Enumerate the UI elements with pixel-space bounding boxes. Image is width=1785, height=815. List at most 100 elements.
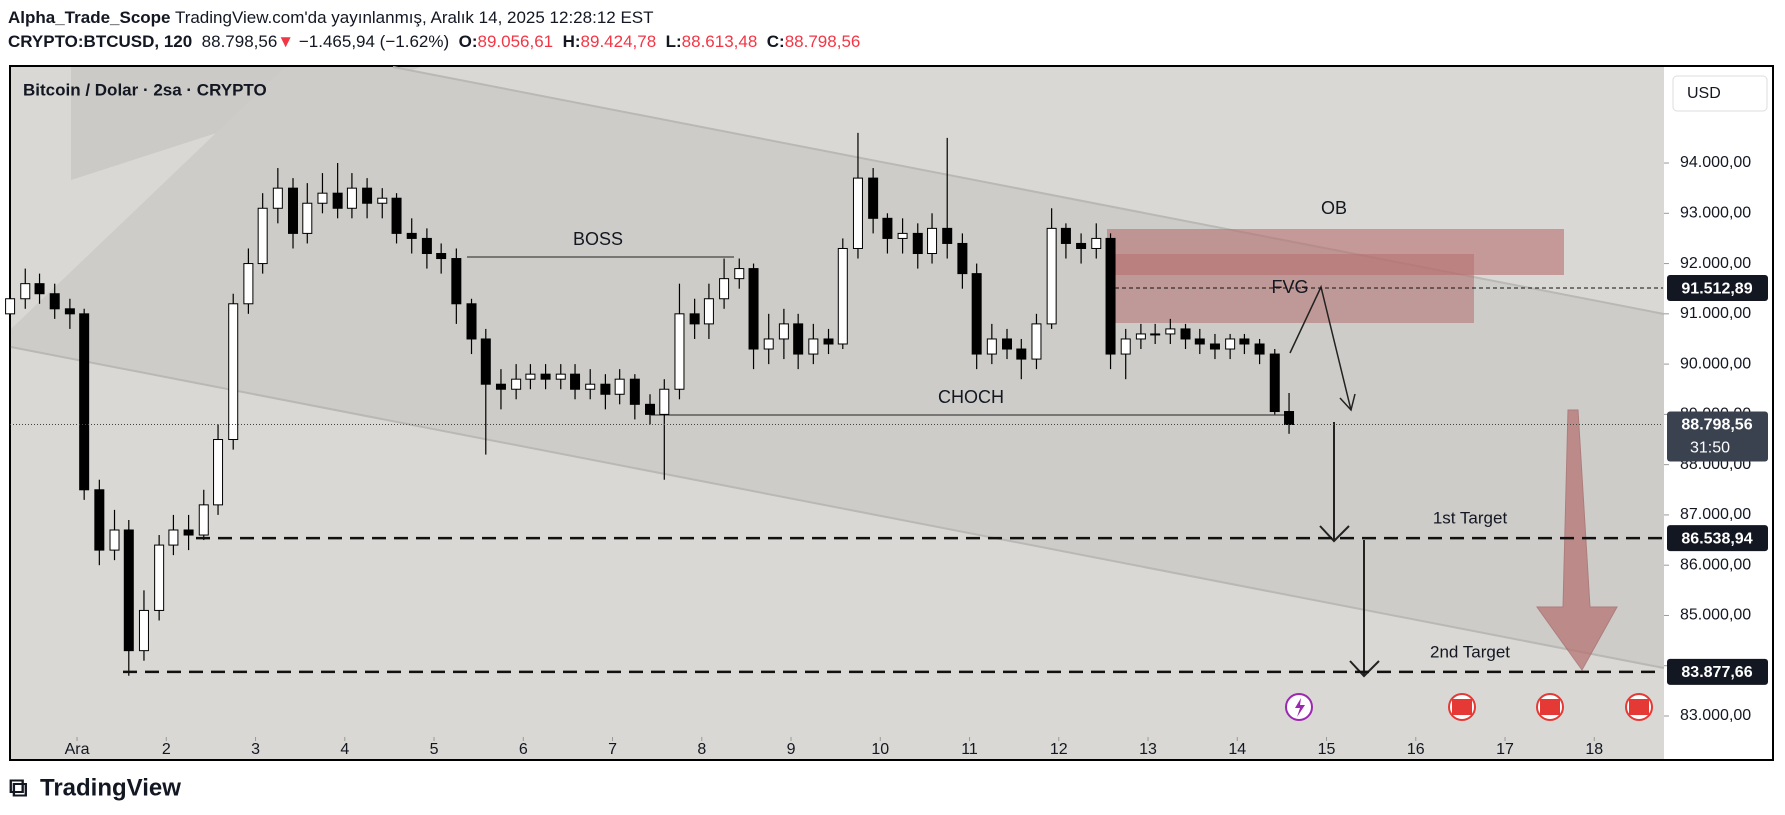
candle-body <box>466 303 477 340</box>
candle-body <box>391 197 402 234</box>
candle-body <box>1016 348 1027 360</box>
candle-body <box>555 373 566 380</box>
price-badge <box>1667 525 1768 552</box>
candle-body <box>674 313 685 390</box>
last-price-label: 88.798,56 <box>1681 417 1752 434</box>
countdown: 31:50 <box>1690 440 1730 457</box>
candle-body <box>213 439 224 506</box>
arrow-head <box>1319 525 1350 543</box>
price-badge <box>1667 658 1768 685</box>
ob-label: OB <box>1321 198 1347 218</box>
last-price-badge <box>1667 411 1768 462</box>
choch-label: CHOCH <box>938 387 1004 407</box>
event-icon-bolt <box>1295 698 1305 717</box>
candle-body <box>1150 333 1161 336</box>
candle-body <box>793 323 804 355</box>
x-tick-label: 3 <box>251 741 260 758</box>
ohlc-key: C: <box>766 32 785 51</box>
candle-body <box>243 263 254 305</box>
candle-body <box>525 373 536 380</box>
candle-body <box>703 298 714 325</box>
candle-body <box>659 388 670 415</box>
candle-body <box>823 338 834 345</box>
ohlc-value: 88.613,48 <box>681 32 758 51</box>
x-tick-label: 11 <box>961 741 978 758</box>
candle-body <box>377 197 388 204</box>
x-tick-label: 16 <box>1407 741 1425 758</box>
x-tick-label: 7 <box>608 741 617 758</box>
candle-body <box>480 338 491 385</box>
y-tick-label: 91.000,00 <box>1680 305 1751 322</box>
candle-body <box>585 383 596 390</box>
candle-body <box>719 278 730 300</box>
candle-body <box>600 383 611 395</box>
candle-body <box>1105 237 1116 355</box>
candle-body <box>511 378 522 390</box>
candle-body <box>332 192 343 209</box>
candle-body <box>971 273 982 355</box>
candle-body <box>748 268 759 350</box>
price-badge-label: 86.538,94 <box>1681 530 1752 547</box>
author: Alpha_Trade_Scope <box>8 8 171 27</box>
candle-body <box>540 373 551 380</box>
currency-label: USD <box>1687 85 1721 102</box>
candle-body <box>808 338 819 355</box>
candle-body <box>986 338 997 355</box>
target-label: 2nd Target <box>1430 642 1510 661</box>
y-tick-label: 86.000,00 <box>1680 556 1751 573</box>
arrow: ▼ <box>277 32 295 51</box>
candle-body <box>406 232 417 239</box>
price-badge <box>1667 275 1768 302</box>
header: Alpha_Trade_Scope TradingView.com'da yay… <box>8 6 860 54</box>
y-tick-label: 85.000,00 <box>1680 607 1751 624</box>
candle-body <box>1269 353 1280 413</box>
x-tick-label: Ara <box>65 741 90 758</box>
candle-body <box>1002 338 1013 350</box>
candle-body <box>302 202 313 234</box>
candle-body <box>1091 237 1102 249</box>
candle-body <box>1165 328 1176 335</box>
candle-body <box>168 529 179 546</box>
candle-body <box>49 293 60 310</box>
header-line-2: CRYPTO:BTCUSD, 120 88.798,56▼ −1.465,94 … <box>8 30 860 54</box>
flag <box>1452 699 1472 715</box>
x-tick-label: 6 <box>519 741 528 758</box>
candle-body <box>64 308 75 315</box>
x-tick-label: 2 <box>162 741 171 758</box>
x-tick-label: 4 <box>340 741 349 758</box>
price-badge-label: 91.512,89 <box>1681 280 1752 297</box>
price: 88.798,56 <box>201 32 278 51</box>
channel-line <box>10 346 1665 669</box>
currency-button[interactable] <box>1672 75 1768 112</box>
candle-body <box>957 242 968 275</box>
candle-body <box>1239 338 1250 345</box>
logo: TradingView <box>40 774 181 801</box>
arrow-head <box>1349 660 1380 678</box>
candle-body <box>346 187 357 209</box>
published: TradingView.com'da yayınlanmış, Aralık 1… <box>174 8 654 27</box>
candle-body <box>154 544 165 611</box>
candle-body <box>778 323 789 340</box>
ohlc-key: O: <box>458 32 478 51</box>
x-tick-label: 5 <box>430 741 439 758</box>
candle-body <box>868 177 879 219</box>
candle-body <box>34 283 45 295</box>
arrow-head <box>1339 393 1356 412</box>
candle-body <box>763 338 774 350</box>
candle-body <box>927 227 938 255</box>
x-tick-label: 12 <box>1050 741 1068 758</box>
y-tick-label: 93.000,00 <box>1680 205 1751 222</box>
candle-body <box>1060 227 1071 244</box>
candle-body <box>689 313 700 325</box>
candle-body <box>1046 227 1057 325</box>
big-arrow <box>1536 409 1618 671</box>
candle-body <box>645 403 656 415</box>
x-tick-label: 15 <box>1318 741 1336 758</box>
candle-body <box>897 232 908 239</box>
x-tick-label: 14 <box>1228 741 1246 758</box>
y-tick-label: 87.000,00 <box>1680 506 1751 523</box>
chart-title: Bitcoin / Dolar · 2sa · CRYPTO <box>23 80 267 99</box>
candle-body <box>495 383 506 390</box>
